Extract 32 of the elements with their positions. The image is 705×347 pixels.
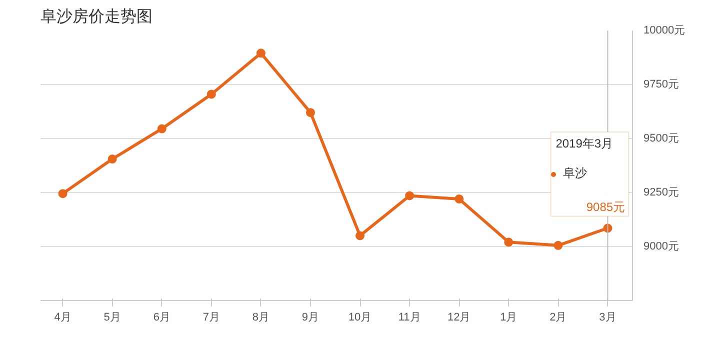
x-tick-label: 5月 [104,312,121,324]
y-tick-label: 9250元 [644,186,679,198]
point [256,48,266,58]
y-tick-label: 9500元 [644,132,679,144]
data-label: 9085元 [586,200,626,214]
x-tick-label: 8月 [252,312,270,324]
y-tick-label: 9750元 [644,78,679,90]
point [58,189,68,198]
x-tick-label: 1月 [500,312,518,324]
y-tick-label: 10000元 [644,24,686,36]
point [206,90,216,99]
point [454,194,464,204]
point [405,191,414,200]
point [356,231,365,240]
x-tick-label: 10月 [348,312,372,324]
point [157,124,166,134]
x-tick-label: 7月 [202,312,220,324]
annotation: 2019年3月 [556,136,614,150]
point [554,240,563,250]
x-tick-label: 4月 [54,312,72,324]
x-tick-label: 9月 [302,312,320,324]
x-tick-label: 11月 [398,312,421,324]
point [504,238,514,247]
point [108,154,117,164]
legend-label: 阜沙 [563,165,587,182]
x-tick-label: 12月 [447,312,471,324]
point [306,108,315,118]
y-tick-label: 9000元 [644,240,679,252]
x-tick-label: 2月 [550,312,567,324]
x-tick-label: 6月 [153,312,170,324]
chart-title: 阜沙房价走势图 [40,8,152,26]
x-tick-label: 3月 [599,312,616,324]
